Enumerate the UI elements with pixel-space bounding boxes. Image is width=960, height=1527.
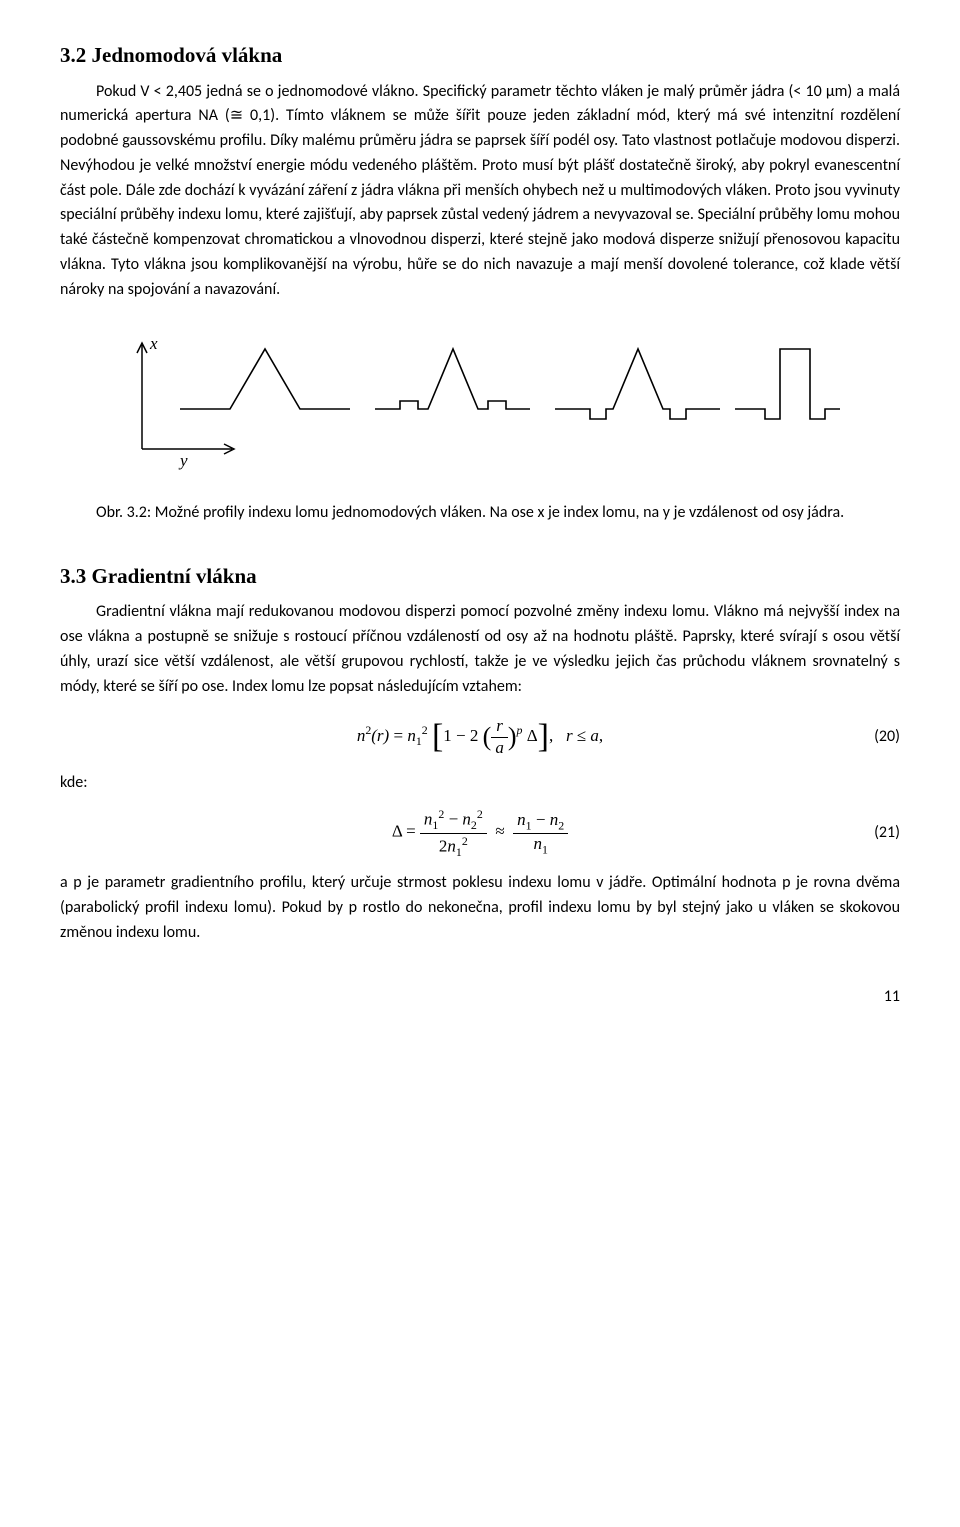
section-3-3-body: Gradientní vlákna mají redukovanou modov… — [60, 600, 900, 699]
axis-x-label: x — [149, 334, 158, 353]
section-heading-3-2: 3.2 Jednomodová vlákna — [60, 40, 900, 72]
equation-21-number: (21) — [874, 821, 900, 845]
profile-2 — [375, 349, 530, 409]
figure-3-2: x y — [60, 331, 900, 479]
equation-20: n2(r) = n12 [1 − 2 (ra)p Δ], r ≤ a, (20) — [60, 715, 900, 759]
section-3-2-body: Pokud V < 2,405 jedná se o jednomodové v… — [60, 80, 900, 303]
trailing-paragraph: a p je parametr gradientního profilu, kt… — [60, 871, 900, 945]
equation-20-number: (20) — [874, 725, 900, 749]
profile-diagram: x y — [120, 331, 840, 471]
kde-label: kde: — [60, 771, 900, 795]
figure-3-2-caption: Obr. 3.2: Možné profily indexu lomu jedn… — [96, 501, 864, 525]
axis-y-label: y — [178, 451, 188, 470]
section-heading-3-3: 3.3 Gradientní vlákna — [60, 561, 900, 593]
equation-21: Δ = n12 − n22 2n12 ≈ n1 − n2 n1 (21) — [60, 807, 900, 859]
profile-1 — [180, 349, 350, 409]
profile-3 — [555, 349, 720, 419]
profile-4 — [735, 349, 840, 419]
page-number: 11 — [60, 985, 900, 1009]
